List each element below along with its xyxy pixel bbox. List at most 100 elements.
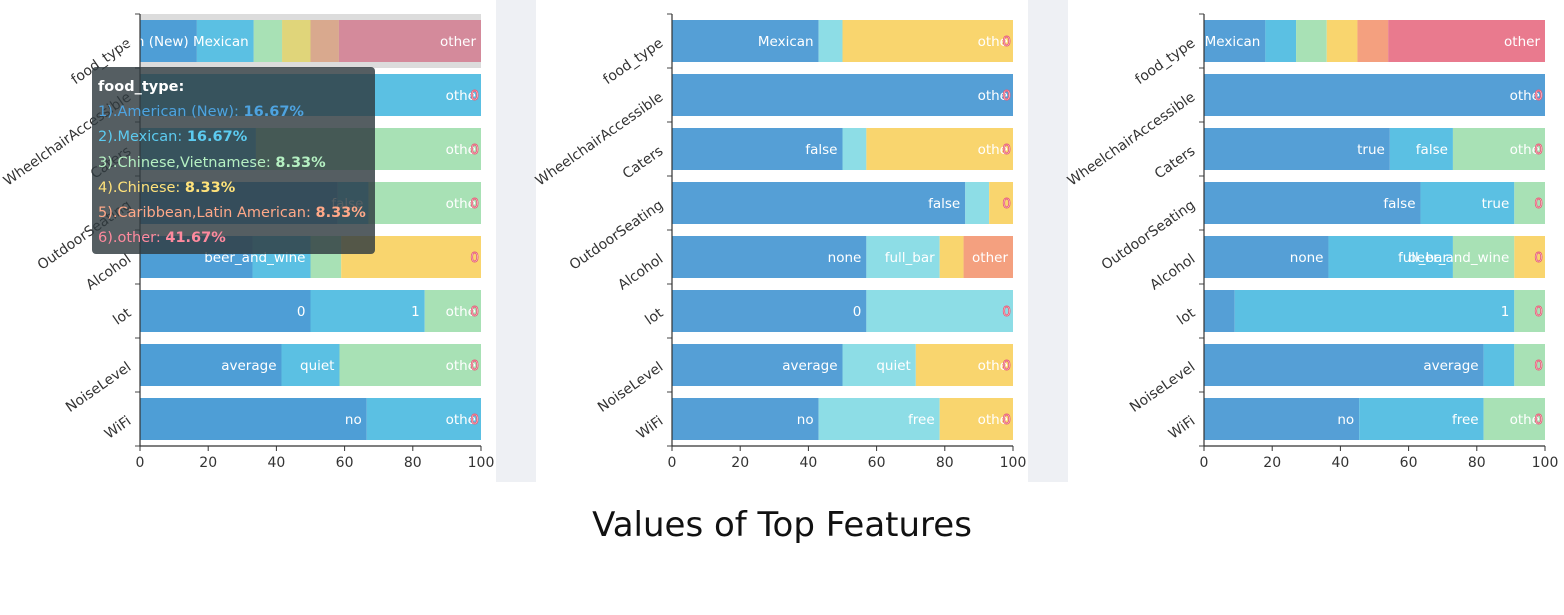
bar-segment-food-type-5 (1357, 20, 1389, 62)
category-label-wheelchairaccessible: WheelchairAccessible (1065, 89, 1199, 189)
x-tick-label-80: 80 (404, 455, 422, 471)
bar-segment-wifi-1 (1204, 398, 1360, 440)
tooltip-row-1: 1).American (New): 16.67% (98, 100, 369, 125)
x-tick-label-100: 100 (1000, 455, 1027, 471)
overflow-marker: 0 (470, 196, 479, 212)
bar-segment-wifi-2 (818, 398, 940, 440)
bar-segment-lot-2 (1234, 290, 1515, 332)
category-label-noiselevel: NoiseLevel (63, 359, 134, 416)
bar-segment-noiselevel-1 (140, 344, 282, 386)
bar-segment-food-type-6 (1388, 20, 1545, 62)
x-tick-label-100: 100 (1532, 455, 1559, 471)
bar-segment-alcohol-4 (963, 236, 1013, 278)
category-label-lot: lot (642, 305, 666, 329)
x-tick-label-100: 100 (468, 455, 495, 471)
bar-segment-noiselevel-3 (339, 344, 481, 386)
bar-segment-food-type-2 (818, 20, 843, 62)
bar-label-alcohol-none: none (828, 250, 862, 266)
tooltip-row-percent: 8.33% (184, 179, 236, 196)
bar-label-alcohol-other: other (972, 250, 1008, 266)
overflow-marker: 0 (470, 88, 479, 104)
bar-label-wifi-no: no (345, 412, 362, 428)
bar-segment-lot-1 (1204, 290, 1235, 332)
tooltip-row-3: 3).Chinese,Vietnamese: 8.33% (98, 151, 369, 176)
bar-label-lot-0: 0 (297, 304, 306, 320)
bar-segment-food-type-2 (196, 20, 254, 62)
category-label-alcohol: Alcohol (615, 251, 666, 293)
overflow-marker: 0 (1002, 196, 1011, 212)
bar-segment-food-type-3 (253, 20, 283, 62)
bar-label-outdoorseating-false: false (1383, 196, 1415, 212)
bar-segment-lot-1 (672, 290, 867, 332)
bar-label-outdoorseating-othe: othe (446, 196, 476, 212)
bar-segment-wifi-1 (140, 398, 367, 440)
tooltip-row-name: 4).Chinese: (98, 179, 185, 196)
bar-segment-wifi-3 (1483, 398, 1545, 440)
bar-segment-food-type-3 (1296, 20, 1327, 62)
x-tick-label-40: 40 (267, 455, 285, 471)
bar-label-wheelchairaccessible-othe: othe (446, 88, 476, 104)
bar-label-wifi-free: free (908, 412, 935, 428)
bar-segment-lot-1 (140, 290, 311, 332)
bar-segment-outdoorseating-2 (1420, 182, 1515, 224)
x-tick-label-60: 60 (868, 455, 886, 471)
overflow-marker: 0 (1534, 358, 1543, 374)
bar-label-wifi-othe: othe (978, 412, 1008, 428)
category-label-noiselevel: NoiseLevel (595, 359, 666, 416)
category-label-food-type: food_type (1132, 35, 1198, 88)
bar-label-caters-true: true (1357, 142, 1385, 158)
overflow-marker: 0 (470, 304, 479, 320)
bar-label-lot-1: 1 (1501, 304, 1510, 320)
bar-segment-alcohol-3 (1452, 236, 1515, 278)
x-tick-label-0: 0 (1200, 455, 1209, 471)
x-tick-label-20: 20 (1263, 455, 1281, 471)
overflow-marker: 0 (1002, 358, 1011, 374)
overflow-marker: 0 (1002, 304, 1011, 320)
bar-label-wifi-no: no (797, 412, 814, 428)
bar-segment-food-type-3 (842, 20, 1013, 62)
bar-segment-noiselevel-2 (842, 344, 916, 386)
tooltip-row-name: 5).Caribbean,Latin American: (98, 205, 316, 222)
bar-segment-outdoorseating-2 (965, 182, 990, 224)
bar-segment-alcohol-3 (939, 236, 964, 278)
bar-label-noiselevel-othe: othe (978, 358, 1008, 374)
category-label-lot: lot (110, 305, 134, 329)
bar-segment-noiselevel-2 (1483, 344, 1515, 386)
panel-gap (1028, 0, 1068, 482)
overflow-marker: 0 (1534, 250, 1543, 266)
bar-label-caters-othe: othe (446, 142, 476, 158)
bar-segment-lot-2 (866, 290, 1013, 332)
bar-segment-noiselevel-2 (281, 344, 340, 386)
panel-gap (496, 0, 536, 482)
overflow-marker: 0 (470, 358, 479, 374)
bar-segment-outdoorseating-3 (989, 182, 1013, 224)
overflow-marker: 0 (1002, 142, 1011, 158)
tooltip-row-percent: 16.67% (186, 129, 248, 146)
x-tick-label-20: 20 (731, 455, 749, 471)
bar-segment-food-type-4 (1326, 20, 1358, 62)
bar-label-outdoorseating-false: false (928, 196, 960, 212)
bar-label-alcohol-beer-and-wine: beer_and_wine (204, 250, 305, 266)
overflow-marker: 0 (1534, 304, 1543, 320)
bar-segment-food-type-1 (140, 20, 197, 62)
bar-segment-lot-2 (310, 290, 425, 332)
x-tick-label-80: 80 (1468, 455, 1486, 471)
bar-segment-outdoorseating-3 (368, 182, 481, 224)
category-label-alcohol: Alcohol (83, 251, 134, 293)
bar-label-alcohol-full-bar: full_bar (1398, 250, 1448, 266)
overflow-marker: 0 (1002, 88, 1011, 104)
x-tick-label-20: 20 (199, 455, 217, 471)
x-tick-label-40: 40 (1331, 455, 1349, 471)
overflow-marker: 0 (470, 412, 479, 428)
overflow-marker: 0 (1002, 412, 1011, 428)
x-tick-label-0: 0 (668, 455, 677, 471)
tooltip-title: food_type: (98, 79, 185, 95)
bar-segment-caters-3 (866, 128, 1013, 170)
bar-label-wifi-no: no (1337, 412, 1354, 428)
bar-segment-outdoorseating-1 (1204, 182, 1421, 224)
x-tick-label-60: 60 (336, 455, 354, 471)
food-type-tooltip: food_type: 1).American (New): 16.67% 2).Me… (92, 67, 375, 254)
category-label-food-type: food_type (600, 35, 666, 88)
bar-label-caters-othe: othe (978, 142, 1008, 158)
